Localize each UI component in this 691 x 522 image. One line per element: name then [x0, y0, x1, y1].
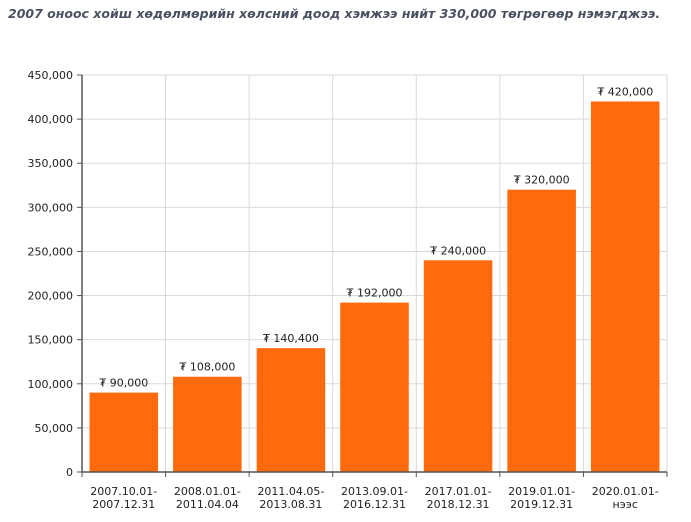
data-label: ₮ 240,000	[430, 244, 486, 257]
x-tick-label: 2018.12.31	[427, 498, 490, 511]
x-tick-label: 2019.12.31	[510, 498, 573, 511]
x-tick-label: 2016.12.31	[343, 498, 406, 511]
x-tick-label: 2007.10.01-	[90, 485, 157, 498]
y-tick-label: 150,000	[28, 334, 74, 347]
y-tick-label: 300,000	[28, 201, 74, 214]
x-tick-label: нээс	[613, 498, 638, 511]
data-label: ₮ 320,000	[514, 174, 570, 187]
x-tick-label: 2013.09.01-	[341, 485, 408, 498]
data-label: ₮ 90,000	[99, 377, 148, 390]
x-tick-label: 2011.04.04	[176, 498, 239, 511]
y-tick-label: 0	[66, 466, 73, 479]
bar	[340, 302, 409, 472]
y-tick-label: 450,000	[28, 69, 74, 82]
x-tick-label: 2019.01.01-	[508, 485, 575, 498]
bar	[423, 260, 493, 472]
data-label: ₮ 140,400	[263, 332, 319, 345]
x-axis-ticks: 2007.10.01-2007.12.312008.01.01-2011.04.…	[81, 472, 668, 511]
data-labels: ₮ 90,000 ₮ 108,000 ₮ 140,400 ₮ 192,000 ₮ 240…	[99, 85, 653, 389]
y-tick-label: 350,000	[28, 157, 74, 170]
y-tick-label: 50,000	[35, 422, 74, 435]
x-tick-label: 2013.08.31	[259, 498, 322, 511]
x-tick-label: 2017.01.01-	[425, 485, 492, 498]
y-tick-label: 100,000	[28, 378, 74, 391]
bars	[89, 101, 660, 472]
data-label: ₮ 108,000	[179, 361, 235, 374]
data-label: ₮ 420,000	[597, 85, 653, 98]
x-tick-label: 2008.01.01-	[174, 485, 241, 498]
y-axis-ticks: 0 50,000 100,000 150,000 200,000 250,000 300,0…	[28, 69, 82, 479]
y-tick-label: 400,000	[28, 113, 74, 126]
x-tick-label: 2007.12.31	[92, 498, 155, 511]
bar	[590, 101, 660, 472]
chart-title: 2007 оноос хойш хөдөлмөрийн хөлсний доод…	[8, 6, 661, 21]
bar	[256, 348, 326, 472]
bar	[173, 376, 242, 472]
bar	[507, 189, 576, 472]
y-tick-label: 250,000	[28, 245, 74, 258]
x-tick-label: 2020.01.01-	[592, 485, 659, 498]
bar	[89, 392, 159, 472]
y-tick-label: 200,000	[28, 290, 74, 303]
x-tick-label: 2011.04.05-	[257, 485, 324, 498]
data-label: ₮ 192,000	[347, 287, 403, 300]
